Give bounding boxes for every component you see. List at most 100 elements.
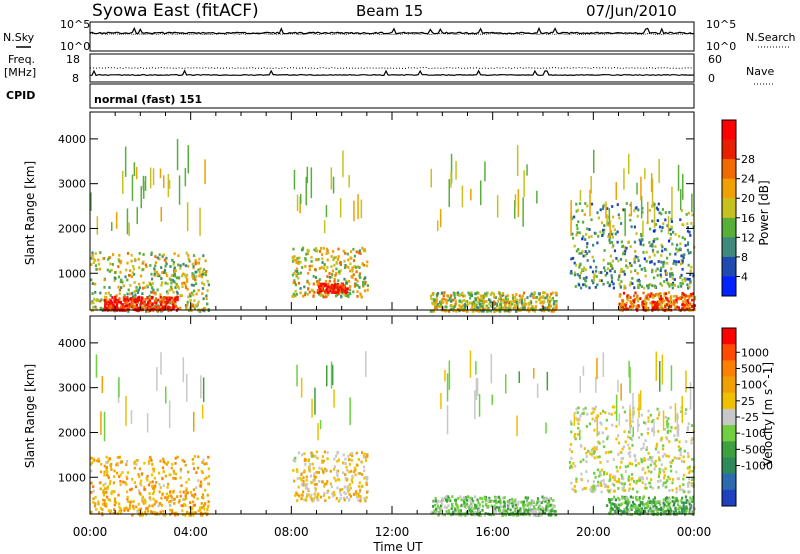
velocity-data-cell [554, 510, 557, 513]
power-data-cell [681, 307, 684, 311]
velocity-data-cell [455, 503, 458, 507]
velocity-data-cell [646, 477, 649, 480]
power-data-cell [675, 298, 678, 302]
velocity-data-cell [627, 478, 630, 482]
velocity-data-cell [647, 469, 650, 473]
velocity-data-cell [308, 469, 311, 473]
velocity-data-cell [305, 475, 308, 479]
power-data-streak [450, 171, 452, 188]
velocity-data-cell [634, 458, 637, 462]
power-data-cell [462, 304, 465, 307]
power-data-cell [629, 218, 632, 222]
velocity-data-streak [296, 364, 298, 387]
velocity-data-cell [153, 502, 156, 506]
power-data-cell [100, 307, 103, 310]
power-data-cell [354, 278, 357, 281]
power-data-cell [105, 307, 108, 310]
velocity-data-cell [119, 507, 122, 510]
velocity-data-cell [139, 482, 142, 485]
velocity-data-cell [199, 511, 203, 515]
power-data-cell [308, 264, 311, 268]
velocity-data-streak [333, 389, 335, 408]
power-data-cell [165, 262, 168, 266]
velocity-data-cell [586, 479, 590, 483]
power-data-cell [94, 258, 97, 262]
velocity-data-cell [123, 509, 126, 512]
power-data-cell [154, 255, 157, 258]
velocity-data-cell [175, 511, 178, 515]
power-data-cell [658, 300, 661, 303]
velocity-data-cell [119, 473, 122, 477]
power-data-cell [551, 291, 554, 295]
velocity-data-cell [662, 501, 665, 505]
power-data-cell [344, 264, 347, 267]
power-data-cell [678, 234, 681, 238]
velocity-data-cell [112, 481, 115, 485]
power-data-cell [489, 293, 492, 296]
power-data-streak [691, 193, 693, 213]
power-data-cell [622, 291, 626, 295]
velocity-data-cell [106, 474, 110, 478]
velocity-data-cell [342, 471, 345, 475]
power-colorbar-segment [722, 217, 736, 238]
power-data-cell [142, 281, 145, 285]
power-data-cell [296, 270, 299, 273]
velocity-data-cell [636, 510, 639, 513]
velocity-data-cell [199, 509, 202, 512]
power-data-cell [680, 254, 683, 258]
power-data-cell [690, 305, 694, 308]
power-data-cell [313, 248, 316, 252]
velocity-data-cell [600, 480, 603, 483]
power-data-streak [647, 201, 649, 224]
power-data-cell [206, 302, 209, 306]
velocity-data-cell [180, 484, 183, 488]
power-data-cell [177, 254, 180, 258]
power-data-cell [177, 286, 180, 290]
velocity-data-cell [687, 485, 690, 488]
power-data-cell [449, 296, 452, 300]
power-data-cell [335, 271, 338, 275]
velocity-data-cell [501, 496, 504, 500]
velocity-data-cell [322, 494, 325, 497]
velocity-data-cell [641, 501, 644, 504]
power-data-cell [330, 255, 333, 258]
velocity-data-cell [649, 485, 652, 489]
velocity-colorbar-tick-label: -1000 [741, 460, 773, 473]
power-data-cell [683, 253, 686, 257]
velocity-data-cell [173, 471, 176, 475]
power-data-cell [144, 306, 147, 309]
power-data-cell [623, 304, 626, 308]
power-data-cell [108, 302, 111, 305]
power-data-cell [585, 276, 588, 279]
power-data-cell [575, 224, 578, 227]
power-data-cell [330, 291, 333, 294]
power-data-streak [642, 220, 644, 238]
power-data-cell [518, 300, 521, 304]
power-data-cell [450, 299, 453, 303]
velocity-data-cell [120, 511, 123, 514]
power-data-cell [299, 287, 302, 290]
power-data-cell [688, 230, 691, 234]
velocity-data-cell [359, 490, 362, 494]
power-data-cell [530, 301, 533, 304]
velocity-data-cell [622, 485, 625, 488]
cpid-panel-frame [89, 83, 695, 109]
power-data-cell [197, 268, 200, 272]
velocity-data-cell [592, 452, 595, 455]
velocity-data-cell [569, 420, 573, 424]
power-data-cell [364, 276, 367, 280]
velocity-data-cell [97, 459, 101, 463]
velocity-data-cell [628, 447, 631, 450]
velocity-data-cell [573, 435, 576, 439]
velocity-data-streak [595, 377, 597, 393]
power-data-cell [644, 274, 647, 278]
velocity-data-cell [692, 498, 695, 502]
velocity-colorbar-segment [722, 473, 736, 491]
power-data-cell [149, 283, 152, 286]
velocity-data-cell [596, 455, 599, 459]
velocity-data-cell [92, 457, 95, 461]
power-data-cell [320, 247, 323, 250]
velocity-data-cell [656, 500, 659, 504]
velocity-data-cell [104, 504, 107, 508]
power-data-cell [366, 284, 369, 287]
